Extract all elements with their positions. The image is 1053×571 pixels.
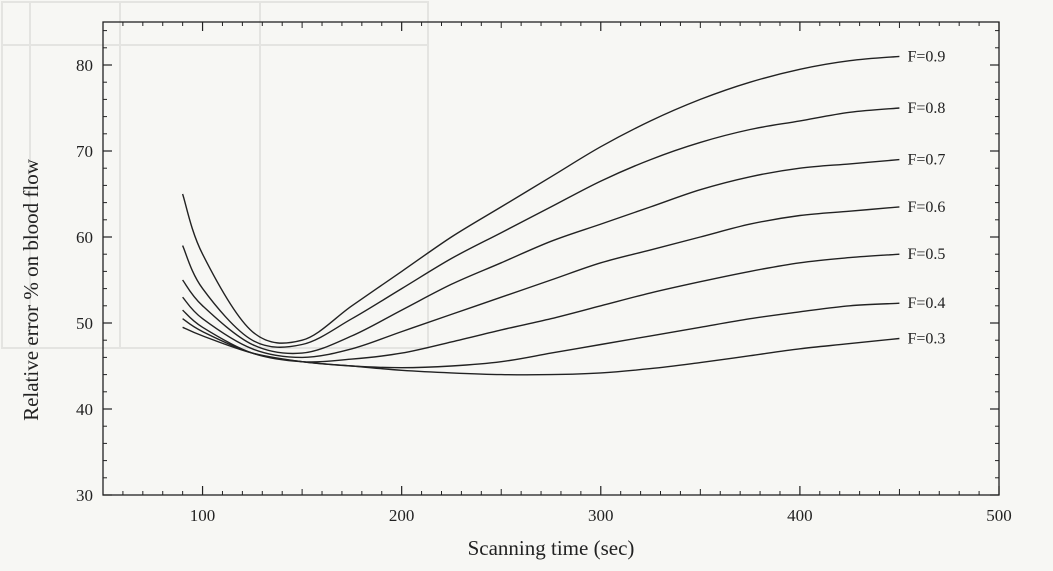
plot-frame: [102, 21, 1000, 496]
y-axis-label: Relative error % on blood flow: [19, 158, 43, 421]
x-tick-label: 300: [588, 506, 614, 525]
series-label-4: F=0.5: [907, 246, 945, 263]
series-label-6: F=0.3: [907, 330, 945, 347]
y-tick-label: 40: [76, 400, 93, 419]
y-tick-label: 60: [76, 228, 93, 247]
series-label-1: F=0.8: [907, 100, 945, 117]
x-tick-label: 500: [986, 506, 1012, 525]
series-label-2: F=0.7: [907, 152, 945, 169]
series-line-1: [181, 107, 900, 348]
x-tick-label: 400: [787, 506, 813, 525]
series-line-0: [181, 55, 900, 344]
series-line-6: [182, 326, 900, 376]
series-label-0: F=0.9: [907, 48, 945, 65]
x-tick-label: 200: [389, 506, 415, 525]
x-tick-label: 100: [190, 506, 216, 525]
series-line-4: [182, 253, 900, 363]
x-axis-label: Scanning time (sec): [468, 536, 635, 560]
series-line-2: [182, 158, 900, 355]
y-tick-label: 50: [76, 314, 93, 333]
y-tick-label: 80: [76, 56, 93, 75]
y-tick-label: 30: [76, 486, 93, 505]
series-line-5: [182, 302, 900, 369]
series-label-5: F=0.4: [907, 295, 945, 312]
series-line-3: [182, 206, 900, 359]
y-tick-label: 70: [76, 142, 93, 161]
series-label-3: F=0.6: [907, 199, 945, 216]
